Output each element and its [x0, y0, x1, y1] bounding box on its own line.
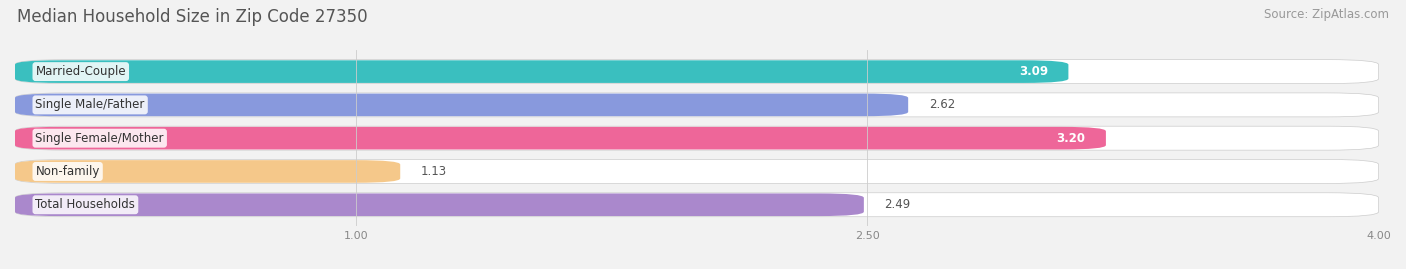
- Text: Source: ZipAtlas.com: Source: ZipAtlas.com: [1264, 8, 1389, 21]
- FancyBboxPatch shape: [15, 160, 1379, 183]
- FancyBboxPatch shape: [15, 193, 863, 216]
- FancyBboxPatch shape: [15, 126, 1379, 150]
- Text: Married-Couple: Married-Couple: [35, 65, 127, 78]
- Text: Non-family: Non-family: [35, 165, 100, 178]
- Text: 3.09: 3.09: [1019, 65, 1047, 78]
- Text: Total Households: Total Households: [35, 198, 135, 211]
- Text: Median Household Size in Zip Code 27350: Median Household Size in Zip Code 27350: [17, 8, 367, 26]
- FancyBboxPatch shape: [15, 160, 401, 183]
- Text: 3.20: 3.20: [1056, 132, 1085, 145]
- Text: 2.62: 2.62: [928, 98, 955, 111]
- Text: 1.13: 1.13: [420, 165, 447, 178]
- Text: 2.49: 2.49: [884, 198, 911, 211]
- FancyBboxPatch shape: [15, 60, 1379, 84]
- Text: Single Male/Father: Single Male/Father: [35, 98, 145, 111]
- FancyBboxPatch shape: [15, 60, 1069, 83]
- FancyBboxPatch shape: [15, 127, 1107, 150]
- FancyBboxPatch shape: [15, 193, 1379, 217]
- FancyBboxPatch shape: [15, 94, 908, 116]
- FancyBboxPatch shape: [15, 93, 1379, 117]
- Text: Single Female/Mother: Single Female/Mother: [35, 132, 165, 145]
